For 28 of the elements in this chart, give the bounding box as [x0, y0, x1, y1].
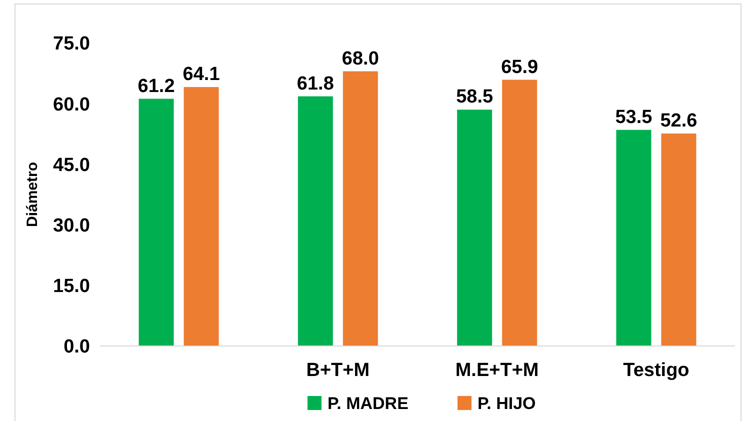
y-axis-title: Diámetro — [24, 162, 41, 228]
data-label: 68.0 — [342, 48, 379, 70]
y-tick-label: 45.0 — [53, 154, 90, 176]
bar — [342, 71, 378, 346]
data-label: 53.5 — [615, 106, 653, 128]
data-label: 65.9 — [501, 56, 538, 78]
bar — [138, 98, 174, 346]
data-label: 61.2 — [138, 76, 175, 97]
x-tick-label: Testigo — [623, 360, 690, 381]
data-label: 52.6 — [660, 110, 698, 132]
bar — [184, 87, 219, 346]
data-label: 58.5 — [456, 86, 494, 108]
bar — [616, 130, 652, 346]
bar — [298, 96, 333, 346]
y-tick-label: 75.0 — [53, 34, 90, 55]
y-tick-label: 60.0 — [53, 94, 90, 116]
data-label: 61.8 — [296, 73, 334, 94]
legend-label: P. HIJO — [478, 394, 536, 413]
bar — [457, 110, 492, 346]
x-tick-label: B+T+M — [306, 360, 370, 381]
legend-label: P. MADRE — [328, 394, 408, 413]
data-label: 64.1 — [182, 64, 220, 86]
y-tick-label: 15.0 — [53, 276, 90, 298]
x-tick-label: M.E+T+M — [455, 360, 539, 381]
y-tick-label: 30.0 — [53, 215, 90, 236]
bar — [502, 80, 538, 346]
bar — [661, 133, 696, 346]
y-tick-label: 0.0 — [64, 336, 90, 358]
